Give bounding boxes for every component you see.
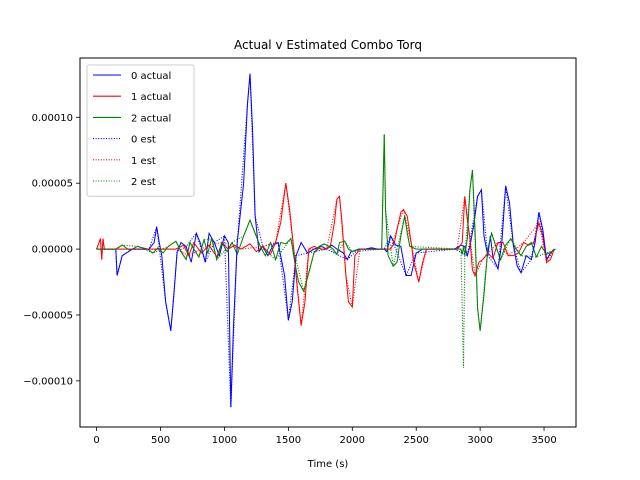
y-axis: −0.00010 −0.00005 0.00000 0.00005 0.00010 — [23, 113, 80, 387]
plot-area — [96, 73, 556, 408]
legend-entry: 1 est — [131, 156, 156, 167]
x-tick-label: 1500 — [276, 435, 301, 446]
x-tick-label: 2000 — [340, 435, 365, 446]
series-line-2-est — [96, 134, 556, 368]
x-tick-label: 3000 — [467, 435, 492, 446]
x-tick-label: 0 — [93, 435, 99, 446]
x-axis-title: Time (s) — [307, 459, 349, 470]
series-line-0-est — [96, 73, 555, 408]
legend-entry: 2 actual — [131, 113, 171, 124]
legend: 0 actual 1 actual 2 actual 0 est 1 est 2 est — [86, 64, 195, 197]
series-line-1-est — [96, 183, 555, 326]
y-tick-label: 0.00005 — [32, 179, 73, 190]
series-line-0-actual — [96, 73, 555, 408]
x-axis: 0 500 1000 1500 2000 2500 3000 3500 — [93, 427, 557, 446]
y-tick-label: 0.00010 — [32, 113, 73, 124]
chart-title: Actual v Estimated Combo Torq — [234, 38, 422, 52]
legend-box — [86, 64, 195, 197]
y-tick-label: −0.00010 — [23, 376, 73, 387]
y-tick-label: −0.00005 — [23, 310, 73, 321]
x-tick-label: 3500 — [531, 435, 556, 446]
legend-entry: 0 actual — [131, 71, 171, 82]
x-tick-label: 2500 — [403, 435, 428, 446]
legend-entry: 2 est — [131, 177, 156, 188]
legend-entry: 1 actual — [131, 92, 171, 103]
y-tick-label: 0.00000 — [32, 245, 73, 256]
x-tick-label: 1000 — [212, 435, 237, 446]
legend-entry: 0 est — [131, 135, 156, 146]
x-tick-label: 500 — [151, 435, 170, 446]
plot-frame — [79, 57, 577, 428]
